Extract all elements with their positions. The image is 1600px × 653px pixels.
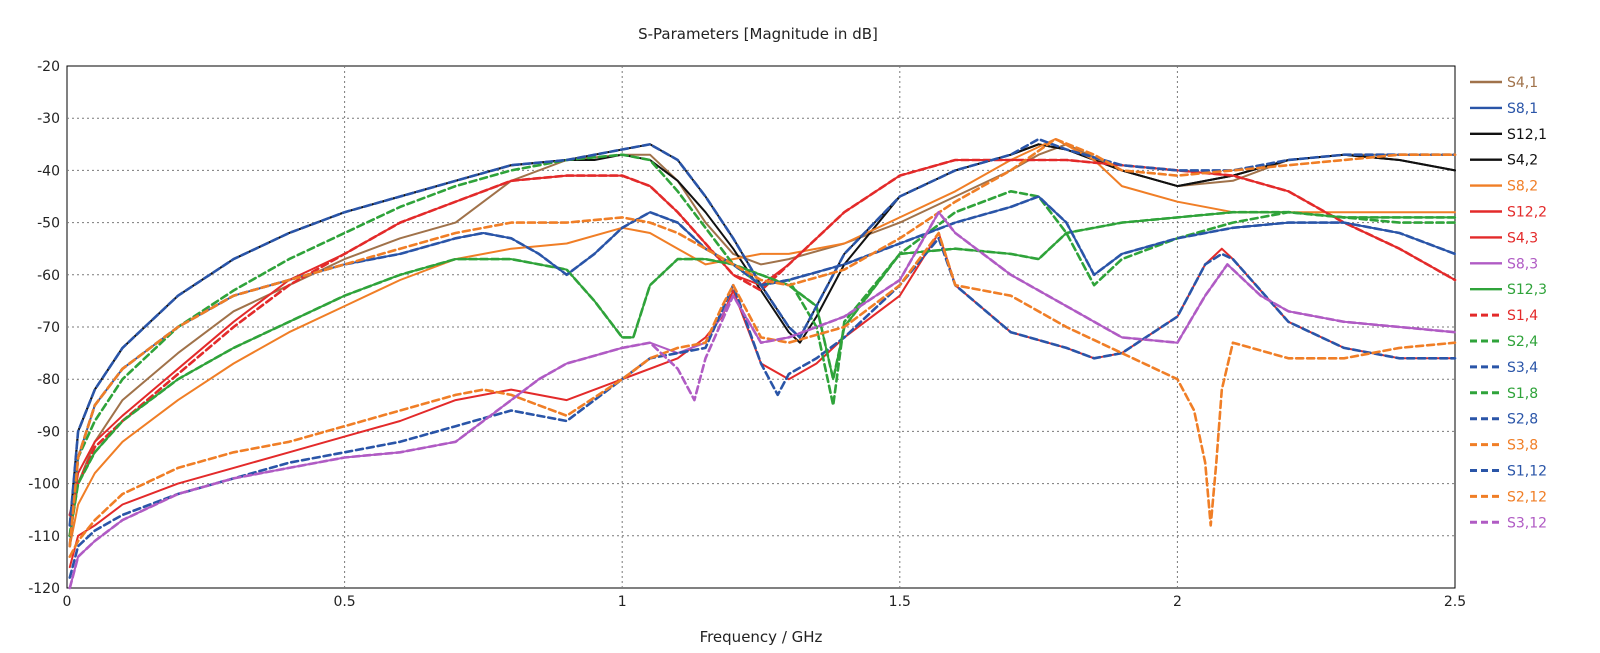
legend-label: S2,4 [1507,334,1538,350]
chart-title: S-Parameters [Magnitude in dB] [638,25,878,43]
legend-item: S1,4 [1470,308,1538,324]
legend-item: S2,8 [1470,412,1538,428]
y-tick-label: -40 [37,163,60,179]
x-axis-title: Frequency / GHz [700,628,823,646]
x-tick-label: 2.5 [1444,594,1466,610]
series-line-S1-4 [68,158,1457,517]
y-tick-label: -30 [37,111,60,127]
legend-label: S3,12 [1507,515,1547,531]
series-line-S1-8 [68,210,1457,538]
tick-layer: 0 0.5 1 1.5 2 2.5 -20 -30 -40 -50 -60 -70 -80 -90 -100… [28,59,1466,610]
legend-item: S12,2 [1470,205,1547,221]
legend-item: S3,12 [1470,515,1547,531]
series-line-S3-12 [68,210,1457,590]
legend-label: S8,2 [1507,179,1538,195]
legend-item: S8,2 [1470,179,1538,195]
legend-item: S12,3 [1470,282,1547,298]
legend-item: S12,1 [1470,127,1547,143]
legend-item: S3,4 [1470,360,1538,376]
x-tick-label: 1 [618,594,627,610]
legend: S4,1 S8,1 S12,1 S4,2 S8,2 S12,2 S4,3 S8,3 S12,3 S… [1470,75,1547,531]
y-tick-label: -50 [37,216,60,232]
legend-label: S2,12 [1507,489,1547,505]
y-tick-label: -20 [37,59,60,75]
series-line-S3-4 [68,237,1457,579]
x-tick-label: 1.5 [889,594,911,610]
legend-label: S4,3 [1507,230,1538,246]
legend-label: S12,1 [1507,127,1547,143]
legend-item: S1,12 [1470,464,1547,480]
series-layer [68,137,1457,590]
legend-label: S1,12 [1507,464,1547,480]
legend-item: S4,3 [1470,230,1538,246]
legend-item: S2,4 [1470,334,1538,350]
y-tick-label: -90 [37,424,60,440]
legend-label: S1,8 [1507,386,1538,402]
legend-label: S4,1 [1507,75,1538,91]
legend-label: S12,2 [1507,205,1547,221]
y-tick-label: -120 [28,581,60,597]
legend-item: S8,1 [1470,101,1538,117]
series-line-S2-12 [68,137,1457,548]
legend-label: S12,3 [1507,282,1547,298]
legend-label: S8,3 [1507,256,1538,272]
legend-label: S2,8 [1507,412,1538,428]
series-line-S3-8 [68,231,1457,558]
y-tick-label: -80 [37,372,60,388]
y-tick-label: -110 [28,529,60,545]
legend-item: S2,12 [1470,489,1547,505]
legend-item: S4,1 [1470,75,1538,91]
y-tick-label: -70 [37,320,60,336]
legend-label: S4,2 [1507,153,1538,169]
legend-label: S3,8 [1507,438,1538,454]
legend-item: S1,8 [1470,386,1538,402]
x-tick-label: 0 [63,594,72,610]
legend-item: S3,8 [1470,438,1538,454]
legend-item: S8,3 [1470,256,1538,272]
y-tick-label: -60 [37,268,60,284]
legend-label: S3,4 [1507,360,1538,376]
legend-label: S1,4 [1507,308,1538,324]
series-line-S1-12 [68,137,1457,527]
x-tick-label: 0.5 [333,594,355,610]
legend-label: S8,1 [1507,101,1538,117]
y-tick-label: -100 [28,477,60,493]
x-tick-label: 2 [1173,594,1182,610]
legend-item: S4,2 [1470,153,1538,169]
